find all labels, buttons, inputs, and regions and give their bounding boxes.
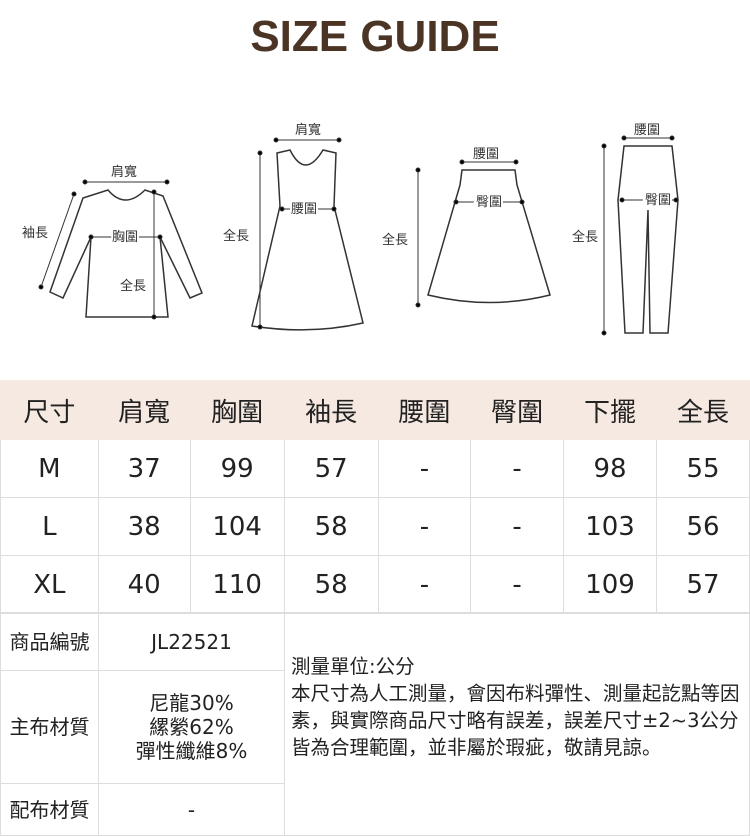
cell: 99	[189, 439, 285, 498]
cell: 57	[283, 439, 379, 498]
material-item: 縲縈62%	[149, 715, 234, 739]
header-shoulder: 肩寬	[97, 380, 191, 440]
label-skirt-waist: 腰圍	[473, 147, 499, 162]
table-row: M 37 99 57- -98 55	[0, 439, 750, 498]
label-skirt-hip: 臀圍	[476, 195, 502, 210]
cell: 57	[656, 555, 750, 614]
label-dress-waist: 腰圍	[291, 202, 317, 217]
label-dress-length: 全長	[223, 228, 249, 244]
cell: 104	[189, 497, 285, 556]
label-top-shoulder: 肩寬	[111, 164, 137, 180]
pants-sketch	[617, 145, 679, 334]
table-header: 尺寸 肩寬 胸圍 袖長 腰圍 臀圍 下擺 全長	[0, 380, 750, 440]
cell: 109	[562, 555, 658, 614]
label-skirt-length: 全長	[382, 232, 408, 248]
cell: 98	[562, 439, 658, 498]
header-sleeve: 袖長	[283, 380, 379, 440]
cell: 40	[97, 555, 191, 614]
table-row: L 38 104 58- -103 56	[0, 497, 750, 556]
cell: 103	[562, 497, 658, 556]
main-material-label: 主布材質	[0, 670, 99, 784]
measurement-lines	[38, 135, 679, 336]
header-waist: 腰圍	[377, 380, 472, 440]
disclaimer: 本尺寸為人工測量，會因布料彈性、測量起訖點等因素，與實際商品尺寸略有誤差，誤差尺…	[291, 682, 740, 759]
top-sketch	[49, 189, 203, 318]
main-material: 尼龍30% 縲縈62% 彈性纖維8%	[98, 670, 285, 784]
material-item: 尼龍30%	[149, 691, 234, 715]
page-title: SIZE GUIDE	[250, 12, 500, 61]
table-row: XL 40 110 58- -109 57	[0, 555, 750, 614]
header-chest: 胸圍	[189, 380, 285, 440]
label-top-length: 全長	[120, 278, 146, 294]
label-top-chest: 胸圍	[112, 230, 138, 245]
label-pants-length: 全長	[572, 229, 598, 245]
cell: 55	[656, 439, 750, 498]
skirt-sketch	[427, 169, 551, 304]
cell: -	[377, 439, 472, 498]
cell: M	[0, 439, 99, 498]
cell: -	[377, 497, 472, 556]
cell: XL	[0, 555, 99, 614]
measurement-notes: 測量單位:公分 本尺寸為人工測量，會因布料彈性、測量起訖點等因素，與實際商品尺寸…	[284, 612, 750, 836]
cell: 58	[283, 555, 379, 614]
dress-sketch	[251, 149, 364, 331]
label-top-sleeve: 袖長	[22, 226, 48, 241]
garment-diagrams: 肩寬 袖長 胸圍 全長 肩寬 腰圍 全長 腰圍 臀圍 全長 腰圍 臀圍 全長	[22, 122, 679, 336]
product-no: JL22521	[98, 612, 285, 671]
cell: 58	[283, 497, 379, 556]
sub-material: -	[98, 783, 285, 836]
label-pants-waist: 腰圍	[634, 123, 660, 138]
header-size: 尺寸	[0, 380, 99, 440]
cell: 56	[656, 497, 750, 556]
cell: -	[470, 555, 564, 614]
cell: -	[377, 555, 472, 614]
product-no-label: 商品編號	[0, 612, 99, 671]
unit-note: 測量單位:公分	[291, 655, 415, 678]
cell: -	[470, 439, 564, 498]
cell: L	[0, 497, 99, 556]
header-hip: 臀圍	[470, 380, 564, 440]
cell: 38	[97, 497, 191, 556]
header-hem: 下擺	[562, 380, 658, 440]
cell: 37	[97, 439, 191, 498]
product-info: 商品編號 JL22521 主布材質 尼龍30% 縲縈62% 彈性纖維8% 配布材…	[0, 612, 750, 836]
sub-material-label: 配布材質	[0, 783, 99, 836]
label-dress-shoulder: 肩寬	[295, 122, 321, 138]
material-item: 彈性纖維8%	[135, 739, 248, 763]
label-pants-hip: 臀圍	[645, 193, 671, 208]
cell: 110	[189, 555, 285, 614]
header-length: 全長	[656, 380, 750, 440]
cell: -	[470, 497, 564, 556]
